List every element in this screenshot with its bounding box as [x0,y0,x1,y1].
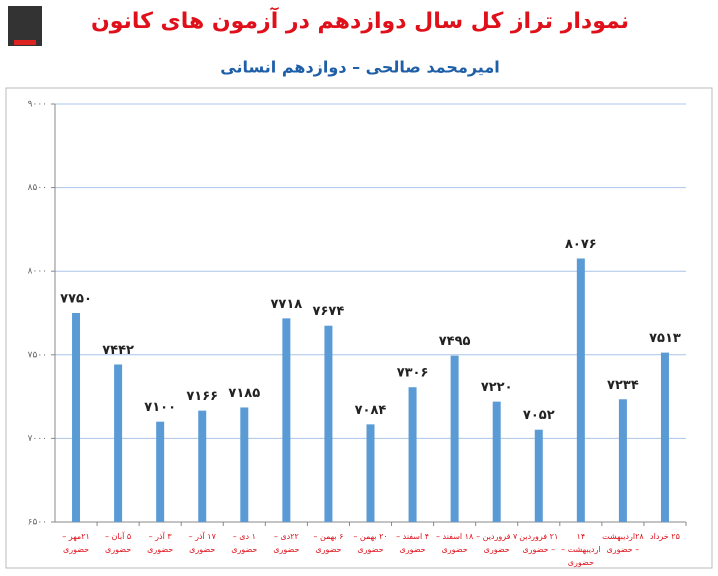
bar [576,258,585,522]
y-tick-label: ۶۵۰۰ [28,518,47,528]
y-tick-label: ۹۰۰۰ [28,100,47,110]
data-label: ۷۵۱۳ [649,331,681,346]
bar [72,313,81,522]
bar [534,429,543,522]
x-tick-label: ۱۴ اردیبهشت – حضوری [561,532,601,567]
data-label: ۷۶۷۴ [313,304,345,319]
bar [450,355,459,522]
y-tick-label: ۷۰۰۰ [28,434,47,444]
x-tick-label: ۵ آبان – حضوری [105,532,132,554]
chart-border [5,87,713,569]
x-tick-label: ۱۸ اسفند – حضوری [435,532,474,554]
chart-subtitle: امیرمحمد صالحی – دوازدهم انسانی [220,58,499,77]
bar [492,401,501,522]
x-tick-label: ۷ فروردین – حضوری [476,532,518,554]
data-label: ۷۴۹۵ [439,334,471,349]
data-label: ۷۱۶۶ [186,389,218,404]
y-tick-label: ۸۵۰۰ [28,183,47,193]
bar [366,424,375,522]
x-tick-label: ۴ اسفند – حضوری [396,532,430,554]
bar [660,352,669,522]
data-label: ۷۲۲۰ [481,380,513,395]
x-tick-label: ۲۵ خرداد [650,532,680,541]
x-tick-label: ۲۲دی – حضوری [273,532,300,554]
bar [198,410,207,522]
x-tick-label: ۱ دی – حضوری [231,532,258,554]
x-tick-label: ۲۰ بهمن – حضوری [353,532,388,554]
data-label: ۷۰۸۴ [355,403,387,418]
y-tick-label: ۸۰۰۰ [28,267,47,277]
bar [156,421,165,522]
logo-band [14,40,36,45]
x-tick-label: ۱۷ آذر – حضوری [188,532,216,554]
data-label: ۷۳۰۶ [397,366,429,381]
data-label: ۷۴۴۲ [102,343,134,358]
bar [282,318,291,522]
data-label: ۷۱۸۵ [228,386,260,401]
chart-title: نمودار تراز کل سال دوازدهم در آزمون های … [91,6,629,34]
x-tick-label: ۲۱ فروردین – حضوری [519,532,559,554]
x-tick-label: ۳ آذر – حضوری [147,532,174,554]
data-label: ۷۰۵۲ [523,408,555,423]
data-label: ۷۷۱۸ [270,297,302,312]
bar [114,364,123,522]
x-tick-label: ۶ بهمن – حضوری [313,532,344,554]
bar [240,407,249,522]
y-tick-label: ۷۵۰۰ [28,350,47,360]
bar [618,399,627,522]
x-tick-label: ۲۸اردیبهشت – حضوری [602,532,644,554]
data-label: ۷۷۵۰ [60,292,92,307]
data-label: ۷۲۳۴ [607,378,639,393]
data-label: ۸۰۷۶ [565,237,597,252]
x-tick-label: ۲۱مهر – حضوری [62,532,90,554]
bar [324,325,333,522]
logo [8,6,42,46]
data-label: ۷۱۰۰ [144,400,176,415]
bar [408,387,417,522]
